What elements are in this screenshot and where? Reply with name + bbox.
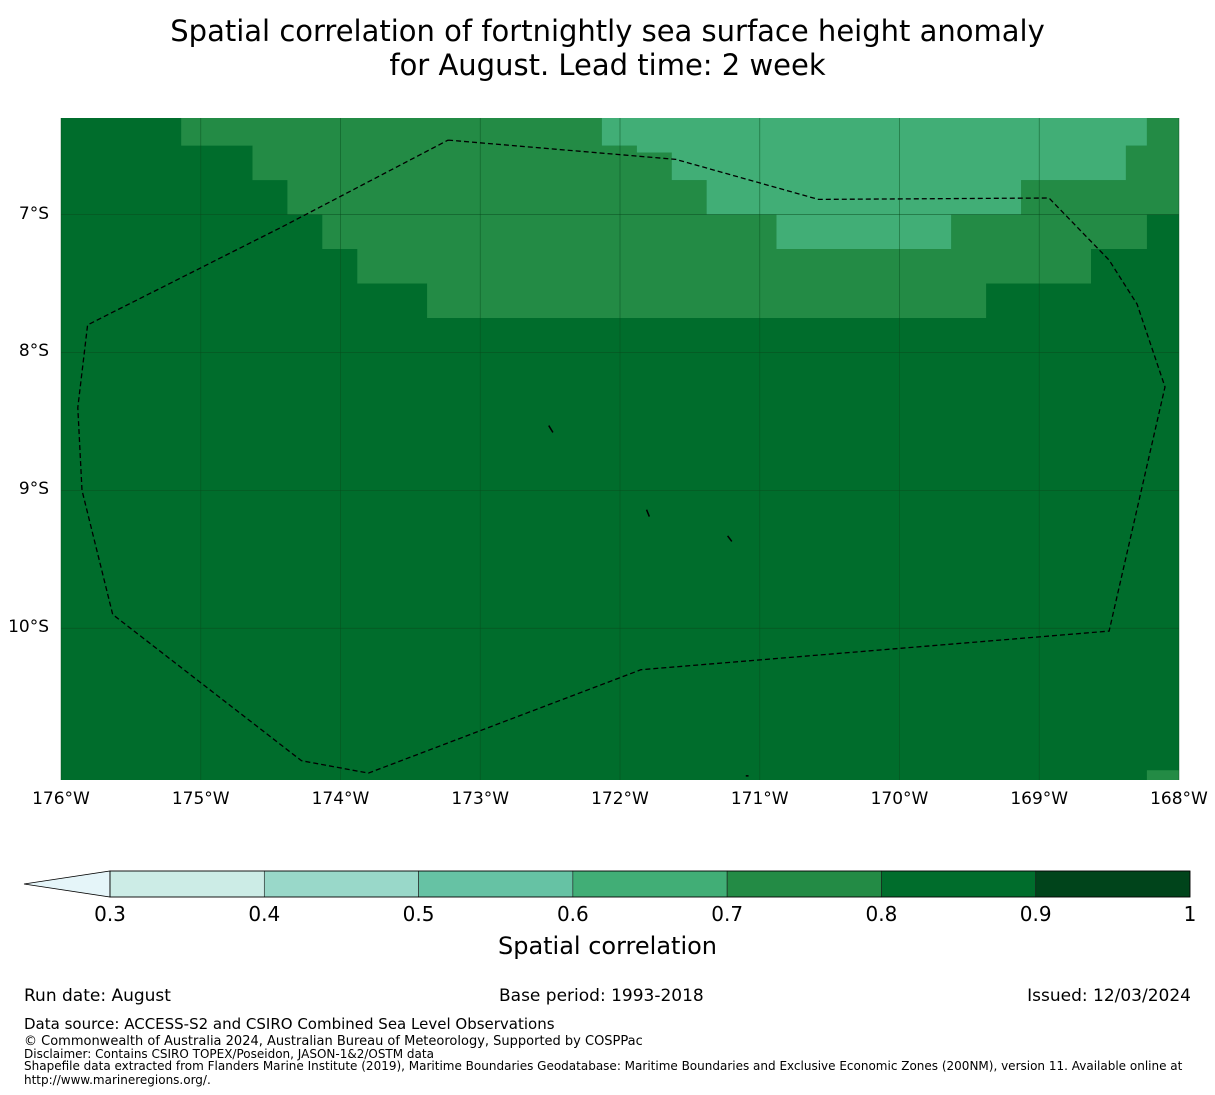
shapefile-credit: Shapefile data extracted from Flanders M… bbox=[24, 1059, 1183, 1087]
y-tick-label: 10°S bbox=[8, 617, 49, 638]
colorbar-tick-label: 0.9 bbox=[1019, 902, 1052, 926]
colorbar-bin bbox=[263, 870, 419, 898]
y-tick-label: 9°S bbox=[18, 479, 49, 500]
correlation-0.7-0.8-region bbox=[1146, 770, 1179, 780]
island-outline bbox=[727, 535, 733, 542]
copyright-notice: © Commonwealth of Australia 2024, Austra… bbox=[24, 1034, 643, 1049]
x-tick-label: 173°W bbox=[451, 789, 510, 809]
x-tick-label: 169°W bbox=[1010, 789, 1069, 809]
colorbar-bin bbox=[1035, 870, 1191, 898]
x-tick-label: 174°W bbox=[311, 789, 370, 809]
y-tick-label: 8°S bbox=[18, 341, 49, 362]
title-line-2: for August. Lead time: 2 week bbox=[389, 48, 826, 82]
colorbar-tick-label: 0.5 bbox=[402, 902, 435, 926]
correlation-0.6-0.7-region bbox=[601, 118, 1147, 249]
base-period: Base period: 1993-2018 bbox=[499, 986, 704, 1006]
colorbar-outline bbox=[109, 870, 1191, 898]
x-tick-label: 170°W bbox=[870, 789, 929, 809]
island-outline bbox=[645, 509, 651, 517]
title-line-1: Spatial correlation of fortnightly sea s… bbox=[170, 14, 1045, 48]
island-outline bbox=[548, 425, 554, 433]
chart-title: Spatial correlation of fortnightly sea s… bbox=[0, 14, 1215, 82]
data-source: Data source: ACCESS-S2 and CSIRO Combine… bbox=[24, 1015, 555, 1033]
colorbar-extend-arrow bbox=[23, 870, 111, 898]
colorbar-tick-label: 1 bbox=[1183, 902, 1197, 926]
colorbar-tick-label: 0.4 bbox=[248, 902, 281, 926]
x-tick-label: 176°W bbox=[32, 789, 90, 809]
colorbar-tick-label: 0.7 bbox=[711, 902, 744, 926]
x-tick-label: 171°W bbox=[730, 789, 789, 809]
colorbar-bin bbox=[109, 870, 265, 898]
issued-date: Issued: 12/03/2024 bbox=[1027, 986, 1191, 1006]
colorbar-bin bbox=[572, 870, 728, 898]
colorbar-bin bbox=[418, 870, 574, 898]
colorbar-bin bbox=[726, 870, 882, 898]
x-tick-label: 175°W bbox=[171, 789, 230, 809]
run-date: Run date: August bbox=[24, 986, 171, 1006]
disclaimer: Disclaimer: Contains CSIRO TOPEX/Poseido… bbox=[24, 1047, 434, 1061]
x-tick-label: 172°W bbox=[591, 789, 649, 809]
colorbar-label: Spatial correlation bbox=[497, 932, 718, 960]
y-tick-label: 7°S bbox=[18, 203, 49, 224]
colorbar-tick-label: 0.6 bbox=[556, 902, 589, 926]
colorbar-tick-label: 0.3 bbox=[94, 902, 126, 926]
eez-boundary bbox=[77, 139, 1166, 774]
colorbar-bin bbox=[881, 870, 1037, 898]
colorbar-tick-label: 0.8 bbox=[865, 902, 898, 926]
correlation-map bbox=[60, 118, 1180, 780]
x-tick-label: 168°W bbox=[1150, 789, 1208, 809]
correlation-0.7-0.8-region bbox=[181, 118, 1179, 318]
